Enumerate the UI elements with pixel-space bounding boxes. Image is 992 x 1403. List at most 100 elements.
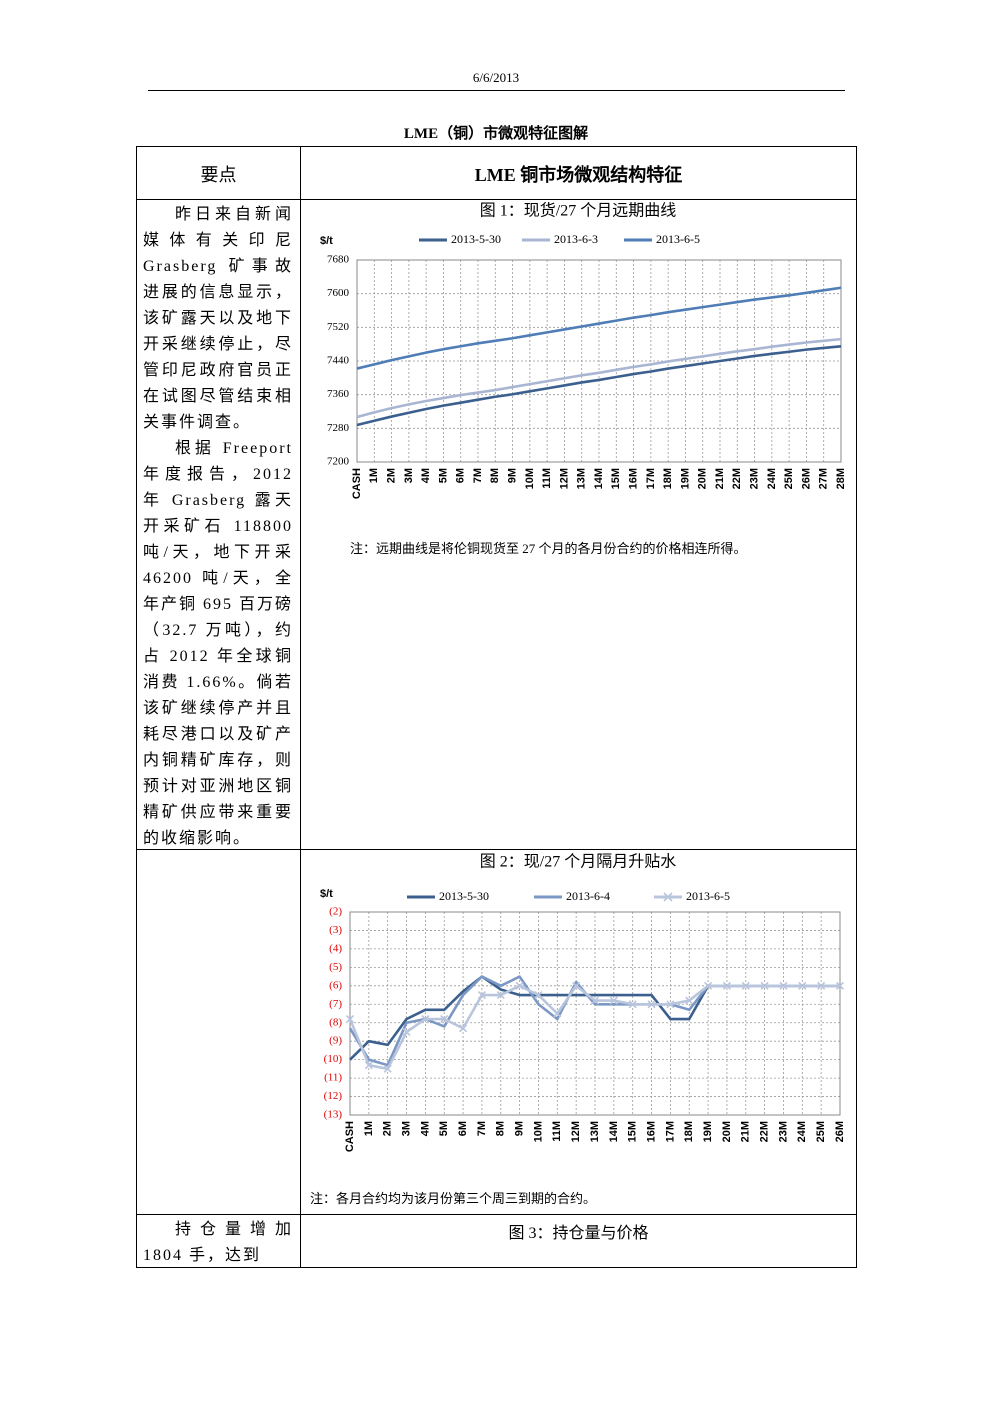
series-marker bbox=[572, 981, 581, 990]
x-tick-label: 22M bbox=[759, 1121, 771, 1142]
series-marker bbox=[383, 1064, 392, 1073]
y-tick-label: (12) bbox=[324, 1090, 343, 1102]
y-tick-label: 7600 bbox=[327, 287, 350, 299]
x-tick-label: 12M bbox=[570, 1121, 582, 1142]
series-marker bbox=[741, 981, 750, 990]
x-tick-label: 25M bbox=[815, 1121, 827, 1142]
x-tick-label: 17M bbox=[664, 1121, 676, 1142]
paragraph: 昨日来自新闻媒体有关印尼 Grasberg 矿事故进展的信息显示，该矿露天以及地… bbox=[143, 206, 293, 431]
y-tick-label: (2) bbox=[329, 906, 342, 918]
x-tick-label: 26M bbox=[800, 468, 812, 489]
chart-title: 图 1：现货/27 个月远期曲线 bbox=[480, 202, 676, 220]
series-marker bbox=[685, 996, 694, 1005]
x-tick-label: 12M bbox=[558, 468, 570, 489]
x-tick-label: 28M bbox=[835, 468, 847, 489]
table-header: LME 铜市场微观结构特征 bbox=[474, 165, 683, 185]
y-tick-label: (8) bbox=[329, 1016, 342, 1028]
x-tick-label: 9M bbox=[514, 1121, 526, 1136]
series-marker bbox=[647, 1000, 656, 1009]
cell bbox=[300, 1214, 857, 1268]
legend-label: 2013-6-5 bbox=[656, 232, 700, 246]
x-tick-label: 1M bbox=[368, 468, 380, 483]
x-tick-label: 9M bbox=[506, 468, 518, 483]
series-line bbox=[356, 286, 842, 370]
y-tick-label: 7280 bbox=[327, 422, 350, 434]
series-line bbox=[356, 344, 842, 427]
x-tick-label: 23M bbox=[748, 468, 760, 489]
plot-border bbox=[356, 259, 842, 463]
x-tick-label: 8M bbox=[495, 1121, 507, 1136]
x-tick-label: 3M bbox=[400, 1121, 412, 1136]
y-tick-label: (7) bbox=[329, 998, 342, 1010]
series-marker bbox=[553, 1009, 562, 1018]
legend-label: 2013-6-5 bbox=[686, 889, 730, 903]
x-tick-label: 18M bbox=[683, 1121, 695, 1142]
series-marker bbox=[440, 1014, 449, 1024]
table-header: 要点 bbox=[200, 165, 237, 185]
y-tick-label: (13) bbox=[324, 1109, 343, 1121]
x-tick-label: 6M bbox=[457, 1121, 469, 1136]
y-tick-label: (4) bbox=[329, 942, 342, 954]
series-marker bbox=[496, 990, 505, 1000]
x-tick-label: 27M bbox=[818, 468, 830, 489]
x-tick-label: 5M bbox=[437, 468, 449, 483]
x-tick-label: 25M bbox=[783, 468, 795, 489]
legend-label: 2013-6-3 bbox=[554, 232, 598, 246]
legend-label: 2013-5-30 bbox=[439, 889, 489, 903]
y-tick-label: 7440 bbox=[327, 355, 350, 367]
doc-title: LME（铜）市微观特征图解 bbox=[403, 126, 589, 142]
series-line bbox=[356, 337, 842, 419]
series-marker bbox=[835, 981, 845, 990]
x-tick-label: 13M bbox=[576, 468, 588, 489]
x-tick-label: 10M bbox=[524, 468, 536, 489]
y-unit: $/t bbox=[320, 888, 333, 900]
paragraph: 持仓量增加 1804 手，达到 bbox=[143, 1221, 293, 1264]
x-tick-label: 15M bbox=[610, 468, 622, 489]
x-tick-label: 4M bbox=[420, 468, 432, 483]
series-marker bbox=[704, 981, 713, 990]
x-tick-label: 2M bbox=[385, 468, 397, 483]
y-tick-label: (11) bbox=[324, 1072, 342, 1084]
y-tick-label: 7200 bbox=[327, 456, 350, 468]
x-tick-label: 6M bbox=[455, 468, 467, 483]
x-tick-label: 24M bbox=[766, 468, 778, 489]
series-marker bbox=[515, 981, 524, 990]
series-marker bbox=[798, 981, 807, 990]
x-tick-label: 16M bbox=[627, 468, 639, 489]
x-tick-label: 7M bbox=[472, 468, 484, 483]
x-tick-label: 23M bbox=[777, 1121, 789, 1142]
x-tick-label: 20M bbox=[721, 1121, 733, 1142]
series-marker bbox=[402, 1027, 411, 1037]
x-tick-label: CASH bbox=[344, 1121, 356, 1152]
x-tick-label: 20M bbox=[697, 468, 709, 489]
series-marker bbox=[590, 996, 600, 1005]
chart-title: 图 2：现/27 个月隔月升贴水 bbox=[480, 853, 676, 871]
legend-label: 2013-6-4 bbox=[566, 889, 610, 903]
x-tick-label: 5M bbox=[438, 1121, 450, 1136]
legend-marker bbox=[663, 892, 673, 902]
chart-note: 注：远期曲线是将伦铜现货至 27 个月的各月份合约的价格相连所得。 bbox=[350, 541, 747, 556]
x-tick-label: 13M bbox=[589, 1121, 601, 1142]
x-tick-label: 19M bbox=[702, 1121, 714, 1142]
chart: 图 1：现货/27 个月远期曲线 $/t 7200 7280 7360 7440 7520 7… bbox=[320, 202, 847, 556]
y-tick-label: (3) bbox=[329, 924, 342, 936]
header-rule bbox=[148, 90, 845, 91]
series-marker bbox=[628, 1000, 637, 1009]
series-marker bbox=[779, 981, 788, 990]
x-tick-label: 21M bbox=[714, 468, 726, 489]
x-tick-label: 24M bbox=[796, 1121, 808, 1142]
legend-label: 2013-5-30 bbox=[451, 232, 501, 246]
y-tick-label: (6) bbox=[329, 979, 342, 991]
series-marker bbox=[817, 981, 826, 990]
paragraph: 根据 Freeport 年度报告，2012 年 Grasberg 露天开采矿石 … bbox=[143, 440, 294, 847]
chart: 图 2：现/27 个月隔月升贴水 $/t (2) (3) (4) (5) (6) (7) (8)… bbox=[310, 853, 846, 1206]
series-marker bbox=[760, 981, 769, 990]
y-tick-label: 7680 bbox=[327, 254, 350, 266]
y-unit: $/t bbox=[320, 235, 333, 247]
x-tick-label: 8M bbox=[489, 468, 501, 483]
x-tick-label: 16M bbox=[645, 1121, 657, 1142]
y-tick-label: (5) bbox=[329, 961, 342, 973]
x-tick-label: 26M bbox=[834, 1121, 846, 1142]
x-tick-label: 15M bbox=[627, 1121, 639, 1142]
